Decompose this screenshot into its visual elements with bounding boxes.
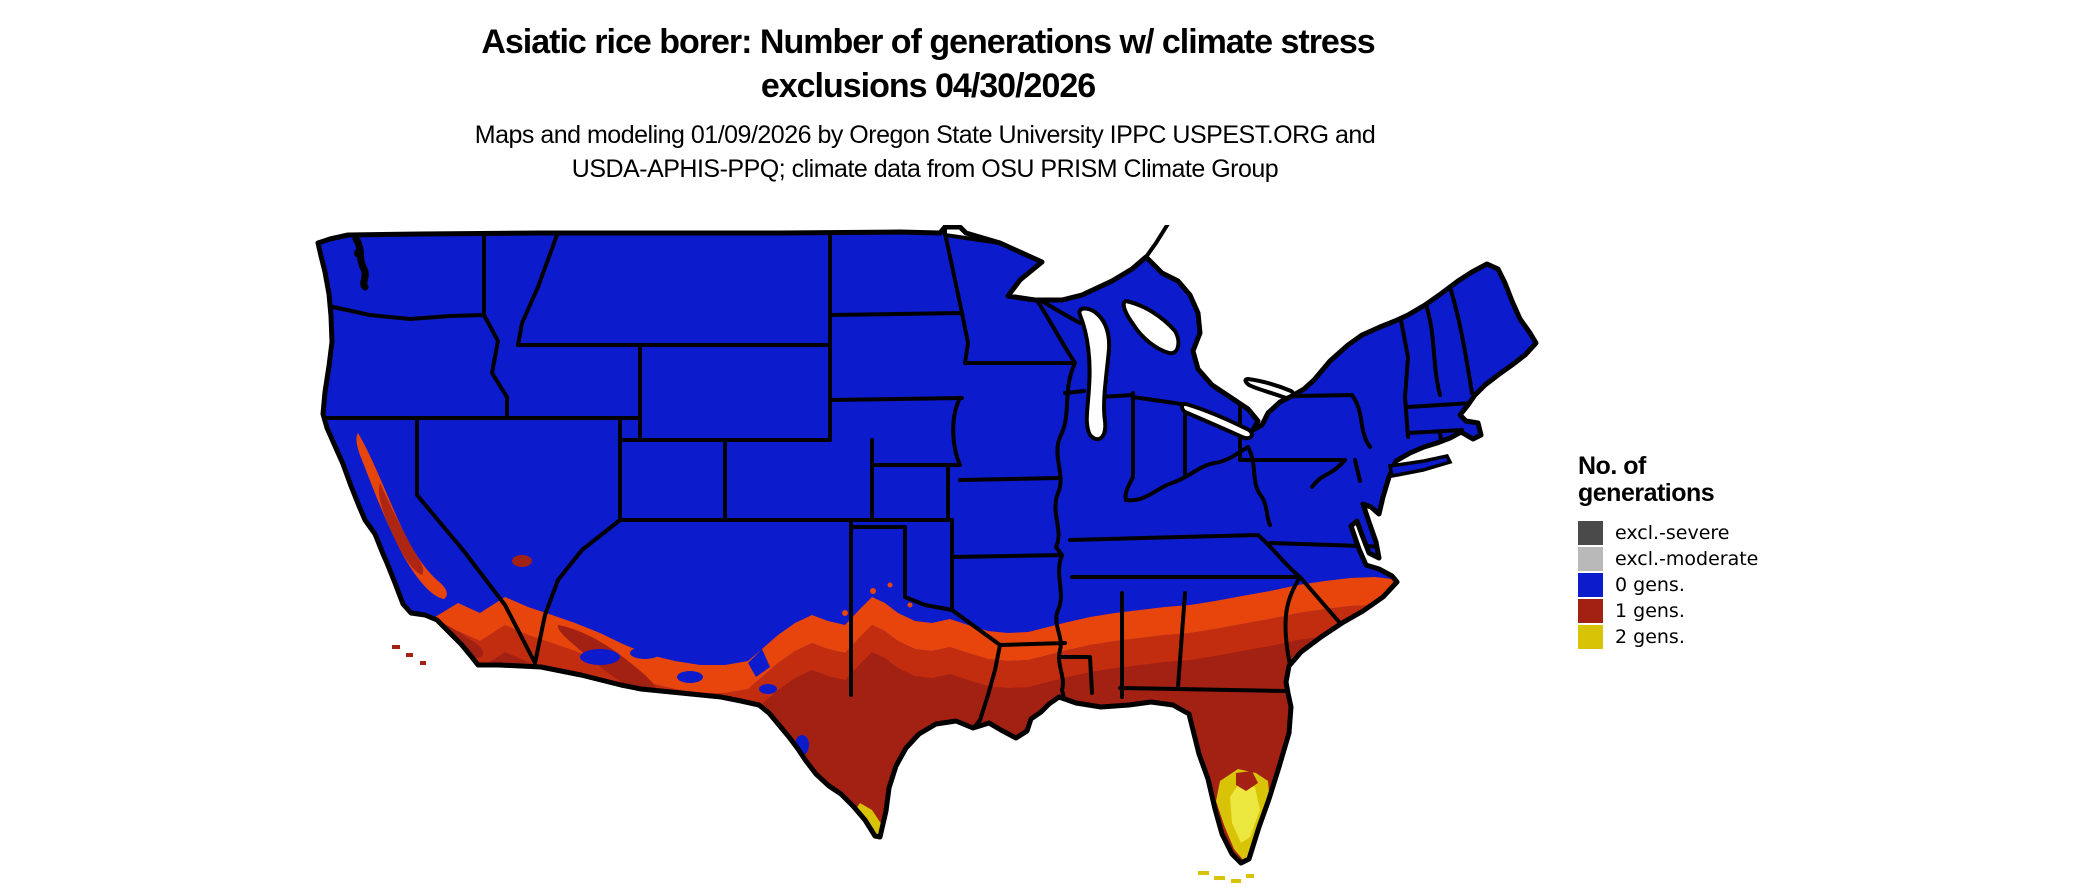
mountain-blue-island <box>759 684 777 694</box>
puget-sound-detail <box>352 235 369 291</box>
map-credits-line1: Maps and modeling 01/09/2026 by Oregon S… <box>474 121 1376 149</box>
map-credits-line2: USDA-APHIS-PPQ; climate data from OSU PR… <box>571 155 1279 183</box>
zone-florida-red-enclave <box>1236 771 1258 791</box>
legend-swatch-2-gens <box>1578 624 1603 649</box>
map-credits: Maps and modeling 01/09/2026 by Oregon S… <box>475 118 1376 186</box>
legend-label-2-gens: 2 gens. <box>1615 625 1685 648</box>
orange-speckle <box>870 588 876 594</box>
legend-row-excl-severe: excl.-severe <box>1578 520 1858 545</box>
legend-label-1-gens: 1 gens. <box>1615 599 1685 622</box>
legend-row-0-gens: 0 gens. <box>1578 572 1858 597</box>
lake-erie <box>1180 401 1254 441</box>
mountain-blue-island <box>630 647 660 659</box>
puget-sound-detail <box>354 248 364 258</box>
legend-swatch-1-gens <box>1578 598 1603 623</box>
orange-speckle <box>842 610 848 616</box>
map-title-line2: exclusions 04/30/2026 <box>760 67 1096 105</box>
long-island <box>1387 454 1453 479</box>
legend-swatch-excl-moderate <box>1578 546 1603 571</box>
mountain-blue-island <box>748 649 770 677</box>
lake-ontario <box>1243 377 1296 400</box>
orange-speckle <box>887 582 893 588</box>
map-title-line1: Asiatic rice borer: Number of generation… <box>481 23 1375 61</box>
florida-keys <box>1198 871 1209 875</box>
legend-swatch-0-gens <box>1578 572 1603 597</box>
zone-south-florida-light-core <box>1230 785 1260 843</box>
channel-island <box>406 653 413 657</box>
legend-items: excl.-severe excl.-moderate 0 gens. 1 ge… <box>1578 520 1858 649</box>
legend-label-excl-moderate: excl.-moderate <box>1615 547 1759 570</box>
us-map <box>300 203 1570 885</box>
us-map-svg <box>315 203 1539 883</box>
legend-row-2-gens: 2 gens. <box>1578 624 1858 649</box>
florida-keys <box>1214 876 1225 880</box>
legend-title-line2: generations <box>1578 479 1715 507</box>
legend-label-excl-severe: excl.-severe <box>1615 521 1730 544</box>
lake-huron <box>1121 299 1181 356</box>
florida-keys <box>1231 879 1241 883</box>
orange-speckle <box>907 602 913 608</box>
mountain-blue-island <box>580 649 620 665</box>
legend-row-1-gens: 1 gens. <box>1578 598 1858 623</box>
lake-michigan <box>1077 306 1112 442</box>
zone-vegas-red-spot <box>512 555 532 567</box>
zone-central-valley-core <box>378 483 424 575</box>
zone-transition-orange <box>412 577 1400 693</box>
legend-row-excl-moderate: excl.-moderate <box>1578 546 1858 571</box>
florida-keys <box>1246 874 1254 878</box>
us-outline <box>315 224 1539 866</box>
channel-island <box>392 645 400 649</box>
mountain-blue-island <box>677 671 703 683</box>
legend: No. of generations excl.-severe excl.-mo… <box>1578 453 1858 650</box>
zone-two-gens-south-texas <box>856 803 885 840</box>
zone-california-central-valley <box>356 433 447 599</box>
legend-title: No. of generations <box>1578 453 1858 507</box>
legend-title-line1: No. of <box>1578 452 1646 480</box>
channel-island <box>420 661 426 665</box>
map-title: Asiatic rice borer: Number of generation… <box>481 20 1375 108</box>
legend-label-0-gens: 0 gens. <box>1615 573 1685 596</box>
legend-swatch-excl-severe <box>1578 520 1603 545</box>
